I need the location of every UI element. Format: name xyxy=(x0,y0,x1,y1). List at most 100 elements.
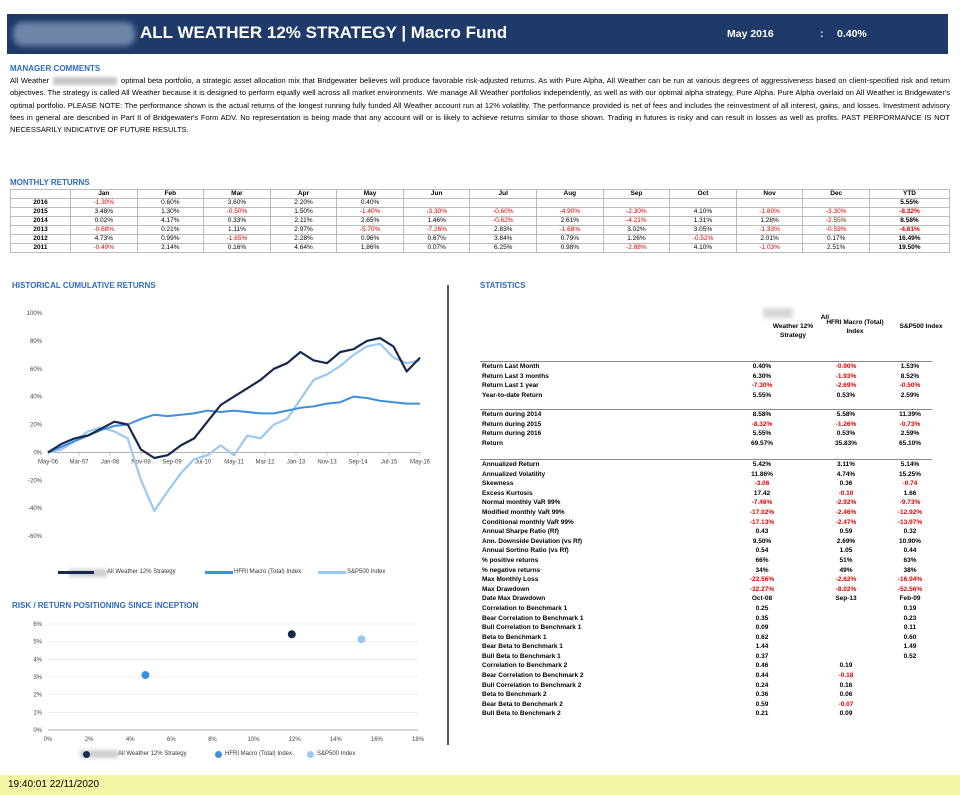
stats-strategy-value: 34% xyxy=(755,566,769,574)
stats-hfri-value: 5.58% xyxy=(836,411,856,418)
stats-sp500-value: 0.60 xyxy=(903,633,917,641)
stats-row: Return during 2015 -8.32% -1.26% -0.73% xyxy=(480,420,932,430)
stats-hfri-value: -0.18 xyxy=(838,672,854,680)
y-tick-label: 40% xyxy=(30,395,43,401)
stats-row: Return Last 3 months 6.30% -1.93% 8.52% xyxy=(480,372,932,382)
stats-strategy-value: 0.35 xyxy=(755,614,769,622)
x-tick-label: Jul-15 xyxy=(381,459,398,465)
stats-hfri-value: -8.02% xyxy=(835,585,857,593)
stats-sp500-value: 0.23 xyxy=(903,614,917,622)
x-tick-label: Mar-07 xyxy=(69,459,89,465)
legend-swatch-strategy xyxy=(58,571,94,574)
stats-sp500-value: -0.74 xyxy=(902,480,918,488)
stats-label: Return xyxy=(482,439,503,447)
legend-label-sp500: S&P500 Index xyxy=(347,569,386,575)
stats-sp500-value: 1.66 xyxy=(903,489,917,497)
scatter-x-tick-label: 8% xyxy=(208,737,217,743)
stats-label: Conditional monthly VaR 99% xyxy=(482,518,574,526)
stats-row: Annual Sortino Ratio (vs Rf) 0.54 1.05 0.44 xyxy=(480,546,932,556)
stats-strategy-value: 0.59 xyxy=(755,700,769,708)
stats-strategy-value: 8.58% xyxy=(752,411,772,418)
comments-lead: All Weather xyxy=(10,76,50,85)
scatter-point-hfri xyxy=(141,671,150,680)
stats-hfri-value: 49% xyxy=(839,566,853,574)
stats-row: Return 69.57% 35.83% 65.10% xyxy=(480,439,932,449)
x-tick-label: May-16 xyxy=(410,459,431,465)
scatter-y-tick-label: 2% xyxy=(33,693,42,699)
stats-strategy-value: -7.30% xyxy=(751,382,773,390)
stats-sp500-value: -52.56% xyxy=(897,585,923,593)
stats-row: Beta to Benchmark 2 0.36 0.06 xyxy=(480,690,932,700)
stats-hfri-value: -2.92% xyxy=(835,499,857,507)
monthly-returns-row: 2012 4.73% 0.99% -1.65% 2.28% 0.96% 0.67% 3.84%… xyxy=(10,234,950,244)
row-year: 2011 xyxy=(10,243,71,253)
y-tick-label: 20% xyxy=(30,423,43,429)
stats-label: Return Last 1 year xyxy=(482,382,539,390)
stats-strategy-value: -17.02% xyxy=(749,508,775,516)
stats-strategy-value: 0.62 xyxy=(755,633,769,641)
stats-sp500-value: 1.53% xyxy=(900,363,920,370)
scatter-legend-label-hfri: HFRI Macro (Total) Index xyxy=(225,751,293,757)
y-tick-label: 60% xyxy=(30,367,43,373)
stats-hfri-value: -2.62% xyxy=(835,576,857,584)
stats-row: Correlation to Benchmark 1 0.25 0.19 xyxy=(480,604,932,614)
stats-sp500-value: 63% xyxy=(903,556,917,564)
stats-hfri-value: 51% xyxy=(839,556,853,564)
stats-label: Annual Sortino Ratio (vs Rf) xyxy=(482,547,569,555)
stats-strategy-value: 0.44 xyxy=(755,672,769,680)
stats-label: Normal monthly VaR 99% xyxy=(482,499,561,507)
scatter-x-tick-label: 4% xyxy=(126,737,135,743)
stats-row: Bear Correlation to Benchmark 1 0.35 0.23 xyxy=(480,614,932,624)
scatter-y-tick-label: 4% xyxy=(33,657,42,663)
stats-sp500-value: 0.52 xyxy=(903,652,917,660)
stats-label: Return during 2016 xyxy=(482,430,542,438)
stats-strategy-value: 5.55% xyxy=(752,430,772,438)
y-tick-label: -40% xyxy=(28,506,43,512)
scatter-y-tick-label: 3% xyxy=(33,675,42,681)
scatter-y-tick-label: 6% xyxy=(33,622,42,628)
stats-sp500-value: -13.97% xyxy=(897,518,923,526)
stats-label: Excess Kurtosis xyxy=(482,489,533,497)
statistics-title: STATISTICS xyxy=(480,281,526,290)
scatter-point-sp500 xyxy=(357,635,366,644)
stats-sp500-value: 15.25% xyxy=(898,470,922,478)
stats-row: Max Drawdown -32.27% -8.02% -52.56% xyxy=(480,585,932,595)
stats-strategy-value: 0.46 xyxy=(755,662,769,670)
stats-strategy-value: 0.21 xyxy=(755,710,769,718)
stats-col2-header-line1: HFRI Macro (Total) xyxy=(826,319,884,326)
stats-sp500-value: 0.32 xyxy=(903,528,917,536)
scatter-x-tick-label: 12% xyxy=(289,737,302,743)
stats-label: Year-to-date Return xyxy=(482,391,543,399)
stats-redacted-header xyxy=(763,308,793,318)
stats-row: Annualized Volatility 11.86% 4.74% 15.25% xyxy=(480,470,932,480)
manager-comments-text: All Weather optimal beta portfolio, a str… xyxy=(10,75,950,136)
stats-strategy-value: 0.40% xyxy=(752,363,772,370)
scatter-legend-label-strategy: All Weather 12% Strategy xyxy=(118,751,187,757)
stats-label: Max Monthly Loss xyxy=(482,576,539,584)
stats-row: Bear Beta to Benchmark 1 1.44 1.49 xyxy=(480,642,932,652)
stats-col1-header-line3: Strategy xyxy=(779,332,806,339)
ytd-cell: 19.50% xyxy=(869,243,950,253)
stats-sp500-value: -0.73% xyxy=(899,420,921,428)
stats-label: Return during 2014 xyxy=(482,411,542,418)
stats-label: Bear Correlation to Benchmark 1 xyxy=(482,614,584,622)
stats-col2-header: HFRI Macro (Total) Index xyxy=(812,318,898,336)
stats-sp500-value: 5.14% xyxy=(900,461,920,468)
stats-row: Return during 2016 5.55% 0.53% 2.59% xyxy=(480,429,932,439)
stats-label: Max Drawdown xyxy=(482,585,530,593)
stats-hfri-value: -0.07 xyxy=(838,700,854,708)
stats-strategy-value: 5.42% xyxy=(752,461,772,468)
stats-hfri-value: 0.59 xyxy=(839,528,853,536)
legend-swatch-sp500 xyxy=(318,571,346,574)
stats-hfri-value: -2.69% xyxy=(835,382,857,390)
report-title: ALL WEATHER 12% STRATEGY | Macro Fund xyxy=(140,23,508,42)
scatter-legend-label-sp500: S&P500 Index xyxy=(317,751,356,757)
header-separator: : xyxy=(820,28,824,40)
stats-label: Ann. Downside Deviation (vs Rf) xyxy=(482,537,583,545)
stats-row: Bull Correlation to Benchmark 2 0.24 0.16 xyxy=(480,681,932,691)
stats-row: Modified monthly VaR 99% -17.02% -2.46% -12… xyxy=(480,508,932,518)
stats-row: Bear Beta to Benchmark 2 0.59 -0.07 xyxy=(480,700,932,710)
stats-hfri-value: -1.93% xyxy=(835,372,857,380)
stats-sp500-value: 0.19 xyxy=(903,604,917,612)
scatter-legend-dot-strategy xyxy=(83,751,90,758)
